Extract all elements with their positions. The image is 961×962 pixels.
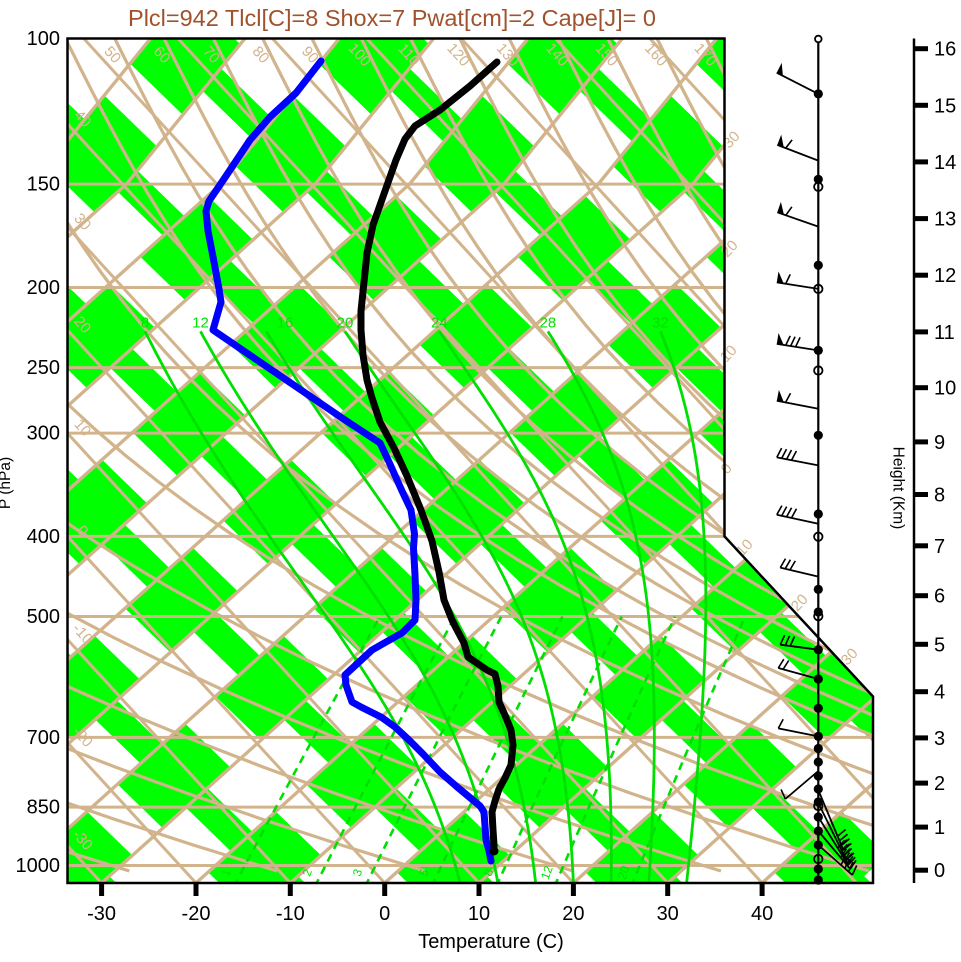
svg-text:12: 12 bbox=[538, 864, 556, 882]
svg-text:Plcl=942 Tlcl[C]=8 Shox=7 Pwat: Plcl=942 Tlcl[C]=8 Shox=7 Pwat[cm]=2 Cap… bbox=[128, 5, 656, 31]
svg-text:-10: -10 bbox=[276, 903, 305, 925]
svg-text:10: 10 bbox=[468, 903, 490, 925]
svg-text:40: 40 bbox=[751, 903, 773, 925]
svg-text:7: 7 bbox=[934, 536, 945, 558]
svg-text:3: 3 bbox=[350, 867, 366, 878]
svg-text:P (hPa): P (hPa) bbox=[0, 457, 14, 509]
svg-text:400: 400 bbox=[27, 526, 60, 548]
svg-text:9: 9 bbox=[934, 432, 945, 454]
svg-text:Temperature (C): Temperature (C) bbox=[418, 931, 564, 953]
svg-text:2: 2 bbox=[934, 773, 945, 795]
svg-text:14: 14 bbox=[934, 152, 956, 174]
svg-text:10: 10 bbox=[934, 378, 956, 400]
svg-text:200: 200 bbox=[27, 277, 60, 299]
svg-text:-30: -30 bbox=[87, 903, 116, 925]
svg-text:20: 20 bbox=[337, 314, 354, 331]
svg-text:8: 8 bbox=[934, 485, 945, 507]
svg-text:3: 3 bbox=[934, 728, 945, 750]
svg-text:850: 850 bbox=[27, 797, 60, 819]
svg-text:1: 1 bbox=[218, 867, 234, 878]
svg-text:250: 250 bbox=[27, 357, 60, 379]
svg-text:15: 15 bbox=[934, 95, 956, 117]
svg-text:5: 5 bbox=[934, 634, 945, 656]
svg-text:13: 13 bbox=[934, 209, 956, 231]
svg-text:8: 8 bbox=[141, 314, 149, 331]
svg-text:100: 100 bbox=[27, 28, 60, 50]
svg-text:500: 500 bbox=[27, 606, 60, 628]
svg-text:5: 5 bbox=[416, 867, 432, 878]
svg-text:2: 2 bbox=[300, 867, 316, 878]
svg-text:16: 16 bbox=[934, 39, 956, 61]
svg-text:6: 6 bbox=[934, 586, 945, 608]
svg-text:24: 24 bbox=[431, 314, 448, 331]
svg-text:32: 32 bbox=[652, 314, 669, 331]
svg-text:Height (Km): Height (Km) bbox=[890, 447, 907, 530]
svg-text:4: 4 bbox=[934, 682, 945, 704]
svg-text:1: 1 bbox=[934, 817, 945, 839]
svg-text:12: 12 bbox=[192, 314, 209, 331]
svg-text:700: 700 bbox=[27, 727, 60, 749]
svg-text:28: 28 bbox=[540, 314, 557, 331]
svg-text:11: 11 bbox=[934, 322, 955, 344]
svg-text:0: 0 bbox=[379, 903, 390, 925]
svg-text:1000: 1000 bbox=[16, 855, 61, 877]
svg-text:300: 300 bbox=[27, 423, 60, 445]
svg-text:8: 8 bbox=[481, 867, 497, 878]
svg-text:0: 0 bbox=[934, 860, 945, 882]
svg-text:-20: -20 bbox=[182, 903, 211, 925]
svg-text:30: 30 bbox=[657, 903, 679, 925]
svg-text:20: 20 bbox=[615, 864, 633, 882]
svg-text:150: 150 bbox=[27, 174, 60, 196]
svg-text:16: 16 bbox=[277, 314, 294, 331]
svg-text:12: 12 bbox=[934, 265, 956, 287]
svg-text:20: 20 bbox=[562, 903, 584, 925]
